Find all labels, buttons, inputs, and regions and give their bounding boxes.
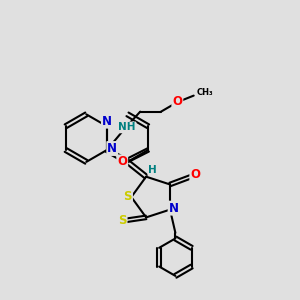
Text: O: O	[117, 155, 127, 168]
Text: S: S	[124, 190, 132, 203]
Text: N: N	[102, 115, 112, 128]
Text: S: S	[118, 214, 127, 227]
Text: O: O	[190, 168, 200, 182]
Text: N: N	[107, 142, 117, 155]
Text: CH₃: CH₃	[197, 88, 213, 97]
Text: O: O	[172, 95, 182, 108]
Text: H: H	[148, 165, 157, 175]
Text: NH: NH	[118, 122, 136, 132]
Text: N: N	[169, 202, 178, 214]
